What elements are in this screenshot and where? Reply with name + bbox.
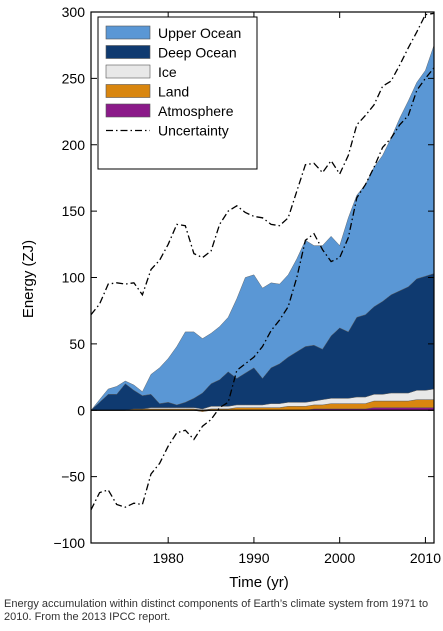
legend-label-upper-ocean: Upper Ocean [158,25,241,41]
y-tick-label: −100 [53,535,85,551]
legend: Upper Ocean Deep Ocean Ice Land Atmosphere Un… [97,16,258,170]
x-tick-label: 1980 [153,550,184,566]
y-axis-title: Energy (ZJ) [20,240,37,318]
axes: −100 −50 0 50 100 150 200 250 300 1980 1990 2000 201… [53,4,441,566]
y-tick-label: 200 [62,137,86,153]
y-tick-label: 150 [62,203,86,219]
y-tick-label: 50 [69,336,85,352]
chart: −100 −50 0 50 100 150 200 250 300 1980 1990 2000 201… [20,4,441,591]
legend-label-uncertainty: Uncertainty [158,123,229,139]
x-tick-label: 2010 [410,550,441,566]
y-tick-label: 300 [62,4,86,20]
legend-swatch-upper-ocean [105,25,151,40]
uncertainty-layer [90,12,435,511]
legend-label-deep-ocean: Deep Ocean [158,45,237,61]
x-tick-label: 1990 [238,550,269,566]
x-axis-title: Time (yr) [229,574,288,591]
legend-swatch-atmosphere [105,103,151,118]
y-tick-label: 250 [62,70,86,86]
figure-caption: Energy accumulation within distinct comp… [4,598,429,623]
uncertainty-upper-line [90,12,435,316]
legend-label-land: Land [158,84,189,100]
legend-label-atmosphere: Atmosphere [158,103,234,119]
y-tick-label: 0 [77,402,85,418]
uncertainty-lower-line [90,67,435,511]
legend-swatch-ice [105,64,151,79]
x-tick-label: 2000 [324,550,355,566]
legend-swatch-deep-ocean [105,45,151,59]
y-tick-label: −50 [61,469,85,485]
legend-swatch-land [105,84,151,98]
legend-label-ice: Ice [158,64,177,80]
y-tick-label: 100 [62,270,86,286]
